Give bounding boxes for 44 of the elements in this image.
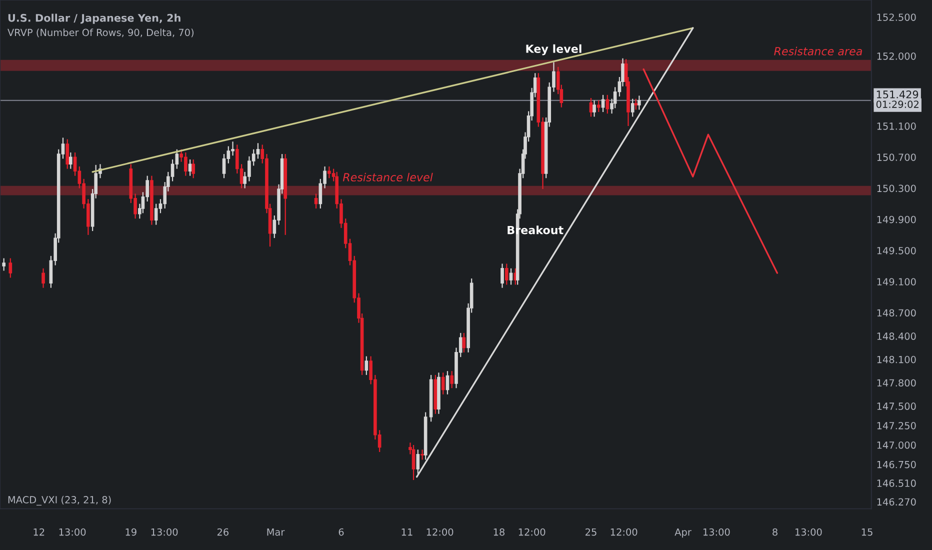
- y-tick-label: 150.300: [877, 184, 916, 192]
- x-tick-label: 13:00: [703, 528, 730, 536]
- x-tick-label: 12:00: [426, 528, 454, 536]
- annotation: Resistance area: [774, 46, 862, 56]
- y-tick-label: 148.700: [877, 309, 916, 317]
- x-tick-label: 13:00: [795, 528, 822, 536]
- x-tick-label: 26: [217, 528, 228, 536]
- x-tick-label: 12:00: [518, 528, 546, 536]
- x-tick-label: 15: [862, 528, 872, 536]
- y-tick-label: 149.900: [877, 216, 916, 224]
- y-tick-label: 146.750: [877, 460, 916, 468]
- x-tick-label: 6: [338, 528, 344, 536]
- y-tick-label: 147.800: [877, 379, 916, 387]
- x-tick-label: 13:00: [151, 528, 178, 536]
- x-tick-label: 12: [34, 528, 44, 536]
- x-tick-label: Mar: [267, 528, 285, 536]
- x-tick-label: Apr: [674, 528, 692, 538]
- annotation: Resistance level: [342, 172, 433, 182]
- y-tick-label: 148.100: [877, 356, 916, 364]
- x-tick-label: 13:00: [59, 528, 86, 536]
- x-tick-label: 18: [494, 528, 504, 536]
- text: VRVP (Number Of Rows, 90, Delta, 70): [8, 28, 194, 38]
- y-tick-label: 146.270: [877, 498, 916, 506]
- y-tick-label: 147.250: [877, 422, 916, 430]
- y-tick-label: 150.700: [877, 154, 916, 161]
- y-tick-label: 147.500: [877, 402, 916, 410]
- y-tick-label: 151.100: [877, 122, 916, 130]
- ref-line-label: 151.429: [876, 90, 918, 98]
- y-tick-label: 148.400: [877, 332, 916, 340]
- y-tick-label: 152.500: [877, 14, 916, 21]
- x-tick-label: 11: [402, 528, 412, 536]
- x-tick-label: 12:00: [610, 528, 638, 536]
- y-tick-label: 149.100: [877, 278, 916, 286]
- y-tick-label: 149.500: [877, 246, 916, 254]
- y-tick-label: 147.000: [877, 441, 916, 449]
- annotation: MACD_VXI (23, 21, 8): [8, 496, 111, 506]
- x-tick-label: 19: [126, 528, 136, 536]
- text: 01:29:02: [876, 100, 918, 108]
- text: U.S. Dollar / Japanese Yen, 2h: [8, 14, 180, 24]
- annotation: Key level: [526, 44, 582, 56]
- y-tick-label: 146.510: [877, 480, 916, 487]
- x-tick-label: 25: [586, 528, 596, 536]
- y-tick-label: 152.000: [877, 52, 916, 60]
- x-tick-label: 8: [772, 528, 778, 536]
